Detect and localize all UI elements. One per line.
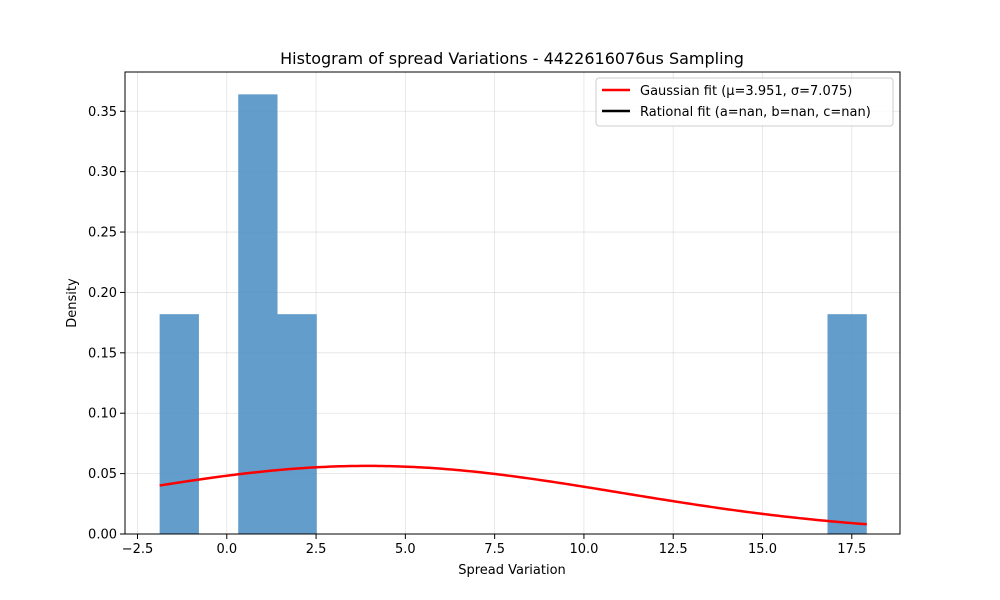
y-tick-label: 0.00 <box>88 528 117 543</box>
y-axis-ticks: 0.00 0.05 0.10 0.15 0.20 0.25 0.30 0.35 <box>88 105 125 543</box>
fit-curves <box>159 464 867 526</box>
y-tick-label: 0.35 <box>88 105 117 120</box>
y-tick-label: 0.20 <box>88 286 117 301</box>
x-tick-label: 10.0 <box>569 542 598 557</box>
x-tick-label: 5.0 <box>395 542 416 557</box>
chart-title: Histogram of spread Variations - 4422616… <box>280 49 744 68</box>
x-tick-label: 12.5 <box>659 542 688 557</box>
y-tick-label: 0.25 <box>88 226 117 241</box>
x-tick-label: 7.5 <box>484 542 505 557</box>
x-tick-label: 17.5 <box>837 542 866 557</box>
x-axis-ticks: −2.5 0.0 2.5 5.0 7.5 10.0 12.5 15.0 17.5 <box>122 534 866 557</box>
x-axis-label: Spread Variation <box>458 563 566 578</box>
histogram-bar <box>238 94 278 535</box>
histogram-bars <box>159 94 867 535</box>
y-axis-label: Density <box>65 278 80 328</box>
x-tick-label: 15.0 <box>748 542 777 557</box>
y-tick-label: 0.10 <box>88 407 117 422</box>
gaussian-fit-line <box>159 464 867 526</box>
legend-entry-gaussian: Gaussian fit (μ=3.951, σ=7.075) <box>640 84 852 99</box>
y-tick-label: 0.30 <box>88 165 117 180</box>
x-tick-label: 0.0 <box>216 542 237 557</box>
x-tick-label: −2.5 <box>122 542 154 557</box>
plot-frame <box>124 71 901 535</box>
y-tick-label: 0.05 <box>88 467 117 482</box>
y-tick-label: 0.15 <box>88 346 117 361</box>
legend: Gaussian fit (μ=3.951, σ=7.075) Rational… <box>595 77 894 127</box>
histogram-bar <box>159 314 199 534</box>
legend-box <box>595 77 894 127</box>
histogram-bar <box>277 314 317 534</box>
legend-entry-rational: Rational fit (a=nan, b=nan, c=nan) <box>640 105 871 120</box>
x-tick-label: 2.5 <box>306 542 327 557</box>
histogram-bar <box>827 314 867 534</box>
